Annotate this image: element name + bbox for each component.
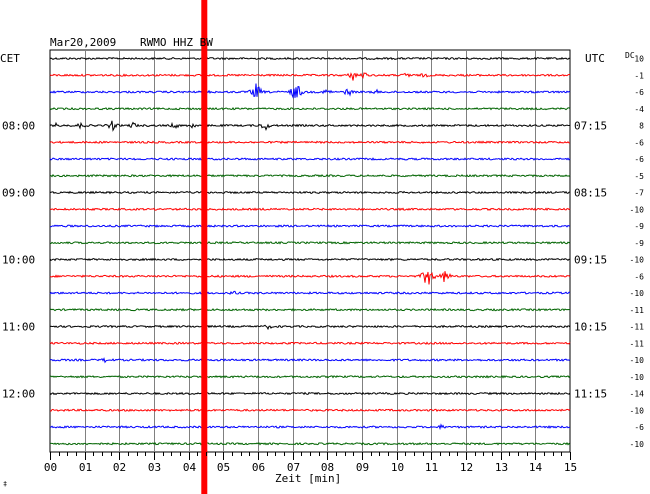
dc-value: -9 — [634, 222, 644, 231]
dc-value: -7 — [634, 189, 644, 198]
dc-value: -6 — [634, 423, 644, 432]
trace-5 — [49, 120, 571, 132]
trace-1 — [49, 56, 571, 61]
trace-17 — [49, 324, 571, 331]
trace-21 — [49, 391, 571, 396]
hour-label-cet: 09:00 — [2, 187, 35, 200]
cet-label: CET — [0, 52, 20, 65]
trace-24 — [49, 441, 571, 446]
hour-label-utc: 09:15 — [574, 254, 607, 267]
dc-value: -6 — [634, 155, 644, 164]
dc-value: -11 — [630, 339, 645, 348]
trace-16 — [49, 307, 571, 312]
trace-18 — [49, 341, 571, 346]
hour-label-utc: 07:15 — [574, 120, 607, 133]
x-tick-label: 05 — [217, 461, 230, 474]
trace-11 — [50, 224, 571, 228]
dc-value: -10 — [630, 256, 645, 265]
trace-7 — [49, 157, 571, 161]
dc-values: 10 -1 -6 -4 8 -6 -6 -5 -7 -10 -9 -9 -10 -6 -10 -11 -11 -1… — [630, 55, 645, 449]
hour-label-utc: 08:15 — [574, 187, 607, 200]
dc-value: -11 — [630, 323, 645, 332]
axis-labels: Mar20,2009 RWMO HHZ BW CET UTC DC Zeit [… — [0, 36, 635, 488]
dc-value: -1 — [634, 71, 644, 80]
trace-4 — [49, 106, 571, 111]
x-tick-label: 04 — [183, 461, 197, 474]
hour-labels: 08:00 09:00 10:00 11:00 12:00 07:15 08:15 09:15… — [2, 120, 607, 401]
station-label: RWMO HHZ BW — [140, 36, 213, 49]
dc-value: -10 — [630, 205, 645, 214]
dc-value: -10 — [630, 373, 645, 382]
trace-14 — [49, 271, 571, 285]
seismic-traces — [49, 56, 571, 446]
corner-mark: ‡ — [3, 480, 7, 488]
x-tick-label: 14 — [529, 461, 543, 474]
trace-6 — [49, 140, 571, 145]
dc-value: -5 — [634, 172, 644, 181]
trace-22 — [49, 408, 571, 412]
x-tick-label: 09 — [356, 461, 369, 474]
x-tick-label: 07 — [287, 461, 300, 474]
x-axis-title: Zeit [min] — [275, 472, 341, 485]
dc-value: -11 — [630, 306, 645, 315]
x-tick-label: 00 — [44, 461, 57, 474]
x-tick-label: 03 — [148, 461, 161, 474]
x-axis-ticks: 00 01 02 03 04 05 06 07 08 09 10 11 12 13 14 15 — [44, 452, 577, 474]
trace-2 — [49, 72, 570, 81]
trace-10 — [49, 207, 571, 212]
x-tick-label: 12 — [460, 461, 473, 474]
minute-grid — [49, 49, 571, 453]
dc-value: 8 — [639, 122, 644, 131]
dc-label: DC — [625, 51, 635, 60]
hour-label-cet: 10:00 — [2, 254, 35, 267]
hour-label-cet: 11:00 — [2, 321, 35, 334]
trace-12 — [50, 240, 571, 245]
trace-9 — [49, 190, 571, 195]
x-tick-label: 02 — [113, 461, 126, 474]
trace-15 — [49, 290, 571, 295]
dc-value: 10 — [634, 55, 644, 64]
trace-19 — [49, 357, 571, 364]
x-tick-label: 01 — [79, 461, 92, 474]
utc-label: UTC — [585, 52, 605, 65]
x-tick-label: 11 — [425, 461, 438, 474]
date-label: Mar20,2009 — [50, 36, 116, 49]
dc-value: -6 — [634, 272, 644, 281]
dc-value: -9 — [634, 239, 644, 248]
current-time-marker — [201, 0, 208, 494]
dc-value: -6 — [634, 88, 644, 97]
hour-label-cet: 12:00 — [2, 388, 35, 401]
hour-label-cet: 08:00 — [2, 120, 35, 133]
trace-3 — [49, 83, 571, 100]
dc-value: -6 — [634, 138, 644, 147]
x-tick-label: 08 — [321, 461, 334, 474]
dc-value: -14 — [630, 390, 645, 399]
x-tick-label: 10 — [391, 461, 404, 474]
plot-frame — [49, 49, 571, 453]
trace-20 — [49, 374, 571, 379]
dc-value: -10 — [630, 406, 645, 415]
trace-23 — [50, 423, 571, 431]
trace-8 — [49, 174, 571, 178]
x-tick-label: 15 — [564, 461, 577, 474]
dc-value: -10 — [630, 356, 645, 365]
dc-value: -10 — [630, 440, 645, 449]
dc-value: -10 — [630, 289, 645, 298]
hour-label-utc: 10:15 — [574, 321, 607, 334]
dc-value: -4 — [634, 105, 644, 114]
trace-13 — [49, 257, 571, 262]
hour-label-utc: 11:15 — [574, 388, 607, 401]
x-tick-label: 13 — [495, 461, 508, 474]
x-tick-label: 06 — [252, 461, 265, 474]
